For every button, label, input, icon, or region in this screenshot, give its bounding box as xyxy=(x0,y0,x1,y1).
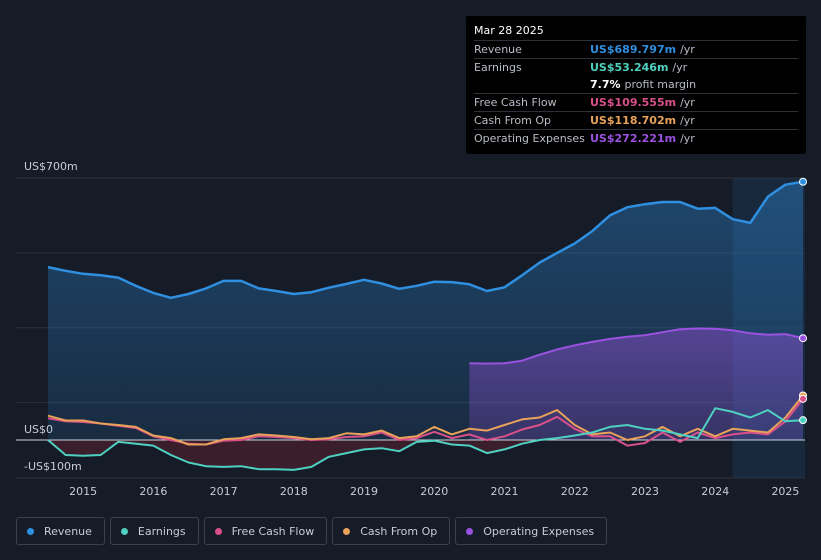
x-tick-label: 2019 xyxy=(350,485,378,498)
x-tick-label: 2025 xyxy=(771,485,799,498)
x-tick-label: 2024 xyxy=(701,485,729,498)
tooltip-row: Operating Expenses US$272.221m/yr xyxy=(474,129,798,147)
x-tick-label: 2023 xyxy=(631,485,659,498)
y-axis-bottom-label: -US$100m xyxy=(24,460,82,473)
tooltip-row-unit: /yr xyxy=(680,114,695,127)
tooltip-row-value: 7.7% xyxy=(590,78,621,91)
legend-label: Free Cash Flow xyxy=(231,524,315,538)
tooltip-row-unit: /yr xyxy=(680,96,695,109)
free-cash-flow-line xyxy=(47,398,804,447)
tooltip-row-label: Earnings xyxy=(474,61,522,74)
tooltip-row: Free Cash Flow US$109.555m/yr xyxy=(474,93,798,111)
legend-item-free-cash-flow[interactable]: Free Cash Flow xyxy=(203,517,328,545)
tooltip-date: Mar 28 2025 xyxy=(474,24,544,37)
earnings-end-point xyxy=(799,416,807,425)
legend-dot-icon xyxy=(466,527,474,535)
tooltip-row-value: US$53.246m xyxy=(590,61,669,74)
revenue-end-point xyxy=(799,177,807,186)
legend: Revenue Earnings Free Cash Flow Cash From O… xyxy=(16,517,612,545)
legend-dot-icon xyxy=(343,527,351,535)
legend-dot-icon xyxy=(120,527,128,535)
x-tick-label: 2015 xyxy=(69,485,97,498)
tooltip-row-label: Revenue xyxy=(474,43,522,56)
tooltip-row-label xyxy=(474,76,590,93)
earnings-loss-area xyxy=(48,440,803,470)
legend-label: Operating Expenses xyxy=(483,524,595,538)
legend-label: Earnings xyxy=(137,524,186,538)
tooltip-row: Cash From Op US$118.702m/yr xyxy=(474,111,798,129)
y-axis-top-label: US$700m xyxy=(24,160,78,173)
earnings-line xyxy=(47,407,804,471)
x-tick-label: 2021 xyxy=(491,485,519,498)
tooltip-row: Revenue US$689.797m/yr xyxy=(474,40,798,58)
legend-label: Cash From Op xyxy=(360,524,438,538)
legend-item-revenue[interactable]: Revenue xyxy=(16,517,105,545)
legend-item-cash-from-op[interactable]: Cash From Op xyxy=(332,517,451,545)
tooltip-row-unit: /yr xyxy=(672,61,688,74)
free-cash-flow-end-point xyxy=(799,394,807,403)
legend-item-earnings[interactable]: Earnings xyxy=(109,517,199,545)
tooltip-row-unit: /yr xyxy=(680,132,695,145)
x-tick-label: 2017 xyxy=(210,485,238,498)
y-axis-zero-label: US$0 xyxy=(24,423,53,436)
tooltip-row-unit: profit margin xyxy=(624,78,697,91)
legend-dot-icon xyxy=(27,527,34,535)
tooltip-row-value: US$689.797m xyxy=(590,43,677,56)
tooltip-row-value: US$272.221m xyxy=(590,132,677,145)
x-tick-label: 2020 xyxy=(420,485,448,498)
operating-expenses-end-point xyxy=(799,334,807,343)
tooltip-panel: Mar 28 2025 Revenue US$689.797m/yr Earning… xyxy=(466,16,806,154)
tooltip-row: 7.7% profit margin xyxy=(474,76,798,93)
tooltip-row-value: US$118.702m xyxy=(590,114,677,127)
revenue-line xyxy=(47,180,804,300)
x-tick-label: 2022 xyxy=(561,485,589,498)
tooltip-row-label: Operating Expenses xyxy=(474,132,585,145)
tooltip-row-value: US$109.555m xyxy=(590,96,677,109)
x-tick-label: 2018 xyxy=(280,485,308,498)
tooltip-row: Earnings US$53.246m/yr xyxy=(474,58,798,76)
tooltip-row-label: Cash From Op xyxy=(474,114,552,127)
tooltip-row-unit: /yr xyxy=(680,43,695,56)
legend-dot-icon xyxy=(214,527,222,535)
tooltip-row-label: Free Cash Flow xyxy=(474,96,557,109)
x-tick-label: 2016 xyxy=(139,485,167,498)
legend-item-operating-expenses[interactable]: Operating Expenses xyxy=(455,517,608,545)
legend-label: Revenue xyxy=(44,524,92,538)
operating-expenses-line xyxy=(469,327,804,365)
